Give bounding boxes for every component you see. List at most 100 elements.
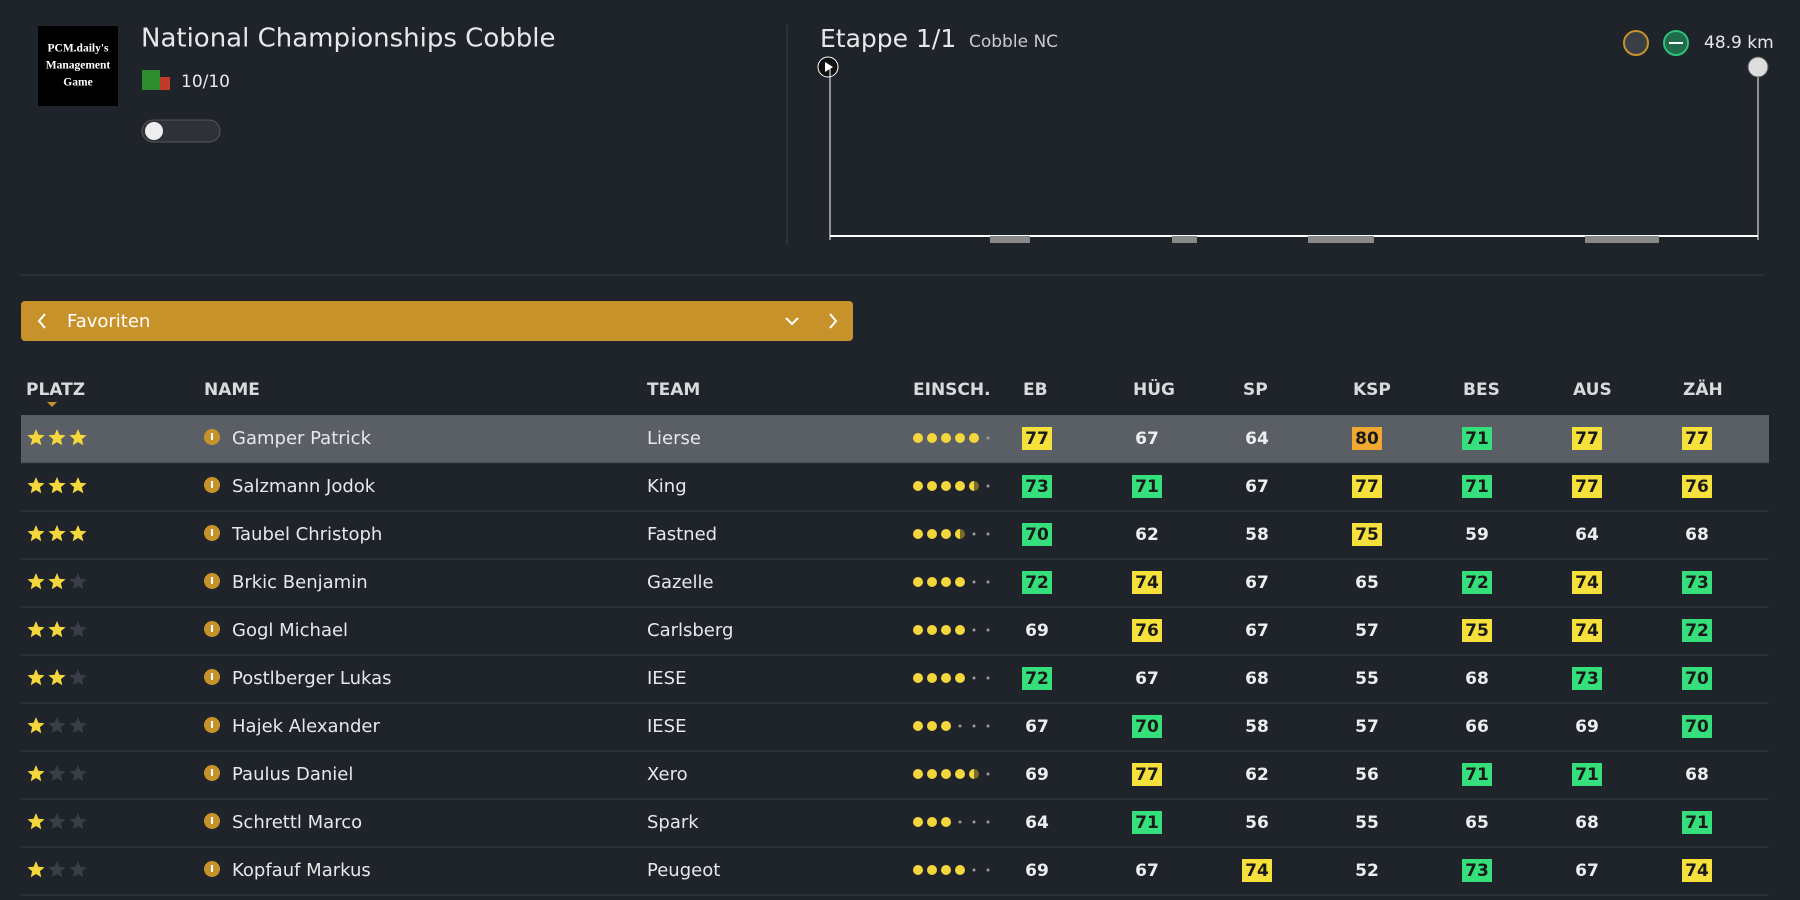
star — [48, 525, 66, 542]
rider-name: Kopfauf Markus — [232, 860, 371, 881]
form-dot — [941, 865, 951, 875]
stat-highlight — [1682, 427, 1712, 450]
logo-text: PCM.daily's — [47, 43, 109, 55]
info-icon-mark — [211, 481, 213, 488]
form-dot — [969, 481, 974, 491]
stat-value: 71 — [1465, 477, 1489, 497]
form-dot — [986, 436, 990, 440]
form-dot — [913, 817, 923, 827]
stat-value: 65 — [1465, 813, 1489, 833]
race-rank: 10/10 — [181, 72, 230, 92]
logo-text: Game — [63, 77, 92, 89]
form-dot — [941, 625, 951, 635]
stat-value: 70 — [1685, 669, 1709, 689]
form-dot — [927, 625, 937, 635]
info-icon-mark — [211, 673, 213, 680]
stat-value: 72 — [1025, 573, 1049, 593]
form-dot — [986, 868, 990, 872]
flag — [160, 77, 170, 90]
stat-value: 69 — [1025, 621, 1049, 641]
rider-name: Gogl Michael — [232, 620, 348, 641]
stat-highlight — [1022, 427, 1052, 450]
stat-value: 58 — [1245, 717, 1269, 737]
stage-label: Etappe 1/1 — [820, 24, 956, 53]
rider-name: Hajek Alexander — [232, 716, 380, 737]
rider-name: Brkic Benjamin — [232, 572, 368, 593]
team-name: IESE — [647, 716, 686, 737]
filter-dropdown[interactable] — [21, 301, 853, 341]
stat-highlight — [1682, 859, 1712, 882]
form-dot — [986, 724, 990, 728]
stat-highlight — [1682, 475, 1712, 498]
stat-highlight — [1572, 619, 1602, 642]
stat-value: 75 — [1355, 525, 1379, 545]
star — [48, 573, 66, 590]
stat-value: 74 — [1685, 861, 1709, 881]
stat-value: 74 — [1575, 573, 1599, 593]
terrain-icon — [1623, 30, 1649, 56]
form-dot — [913, 529, 923, 539]
star — [27, 765, 45, 782]
stat-value: 77 — [1025, 429, 1049, 449]
form-dot — [986, 676, 990, 680]
stat-highlight — [1682, 571, 1712, 594]
team-name: Lierse — [647, 428, 701, 449]
dropdown-arrow[interactable] — [785, 317, 799, 326]
stat-value: 74 — [1575, 621, 1599, 641]
stat-value: 74 — [1135, 573, 1159, 593]
form-dot — [941, 529, 951, 539]
ranking-table: PLATZ NAME TEAM EINSCH. EB HÜG SP KSP BES AUS ZÄH G… — [21, 378, 1769, 896]
form-dot — [941, 577, 951, 587]
form-dot — [941, 481, 951, 491]
form-dot — [955, 769, 965, 779]
form-dot — [972, 628, 976, 632]
team-name: Fastned — [647, 524, 717, 545]
form-dot — [972, 676, 976, 680]
star — [48, 813, 66, 830]
column-header: EINSCH. — [913, 380, 991, 400]
team-name: Xero — [647, 764, 688, 785]
stat-highlight — [1132, 619, 1162, 642]
stat-highlight — [1572, 667, 1602, 690]
star — [69, 621, 87, 638]
stat-highlight — [1132, 571, 1162, 594]
stat-value: 71 — [1135, 477, 1159, 497]
next-arrow[interactable] — [829, 313, 838, 329]
stat-value: 59 — [1465, 525, 1489, 545]
toggle[interactable] — [141, 119, 221, 143]
team-name: Gazelle — [647, 572, 714, 593]
stat-value: 65 — [1355, 573, 1379, 593]
flag — [142, 70, 160, 90]
form-dot — [927, 721, 937, 731]
info-icon-mark — [211, 817, 213, 824]
stat-value: 62 — [1245, 765, 1269, 785]
form-dot — [941, 769, 951, 779]
stat-value: 77 — [1135, 765, 1159, 785]
stat-highlight — [1132, 475, 1162, 498]
rider-name: Gamper Patrick — [232, 428, 372, 449]
stat-highlight — [1462, 475, 1492, 498]
stat-value: 77 — [1575, 429, 1599, 449]
stat-value: 57 — [1355, 717, 1379, 737]
star — [48, 861, 66, 878]
stat-value: 75 — [1465, 621, 1489, 641]
form-dot — [986, 772, 990, 776]
column-header: NAME — [204, 380, 260, 400]
prev-arrow[interactable] — [37, 313, 46, 329]
stat-value: 68 — [1575, 813, 1599, 833]
column-header: EB — [1023, 380, 1048, 400]
stat-highlight — [1682, 811, 1712, 834]
info-icon-mark — [211, 433, 213, 440]
stat-highlight — [1462, 427, 1492, 450]
stat-value: 71 — [1465, 429, 1489, 449]
logo — [38, 26, 118, 106]
form-dot — [927, 817, 937, 827]
star — [27, 429, 45, 446]
stat-value: 72 — [1025, 669, 1049, 689]
cobble-sector — [1308, 236, 1374, 243]
stat-highlight — [1022, 571, 1052, 594]
stat-highlight — [1352, 427, 1382, 450]
stat-highlight — [1572, 427, 1602, 450]
stat-value: 70 — [1685, 717, 1709, 737]
form-dot — [955, 865, 965, 875]
